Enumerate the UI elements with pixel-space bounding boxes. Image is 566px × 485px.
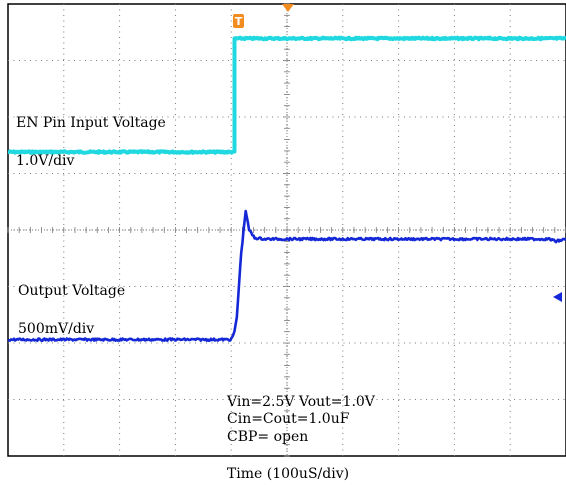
trigger-marker-label: T [235,15,243,28]
x-axis-label: Time (100uS/div) [227,466,349,482]
annotation-cin-cout: Cin=Cout=1.0uF [227,411,350,427]
ch1-scale-label: 1.0V/div [16,153,75,169]
ch2-scale-label: 500mV/div [18,321,94,337]
ch1-en-pin-trace [7,35,566,155]
trigger-marker: T [233,14,244,28]
trigger-top-arrow-icon [282,4,294,12]
ch1-label: EN Pin Input Voltage [16,115,166,131]
ground-level-arrow-icon [553,292,562,302]
ch2-output-voltage-trace [7,209,566,343]
traces [7,35,566,343]
annotation-cbp: CBP= open [227,429,308,445]
grid [7,3,566,457]
annotation-vin-vout: Vin=2.5V Vout=1.0V [226,394,376,410]
ch2-label: Output Voltage [18,283,125,299]
